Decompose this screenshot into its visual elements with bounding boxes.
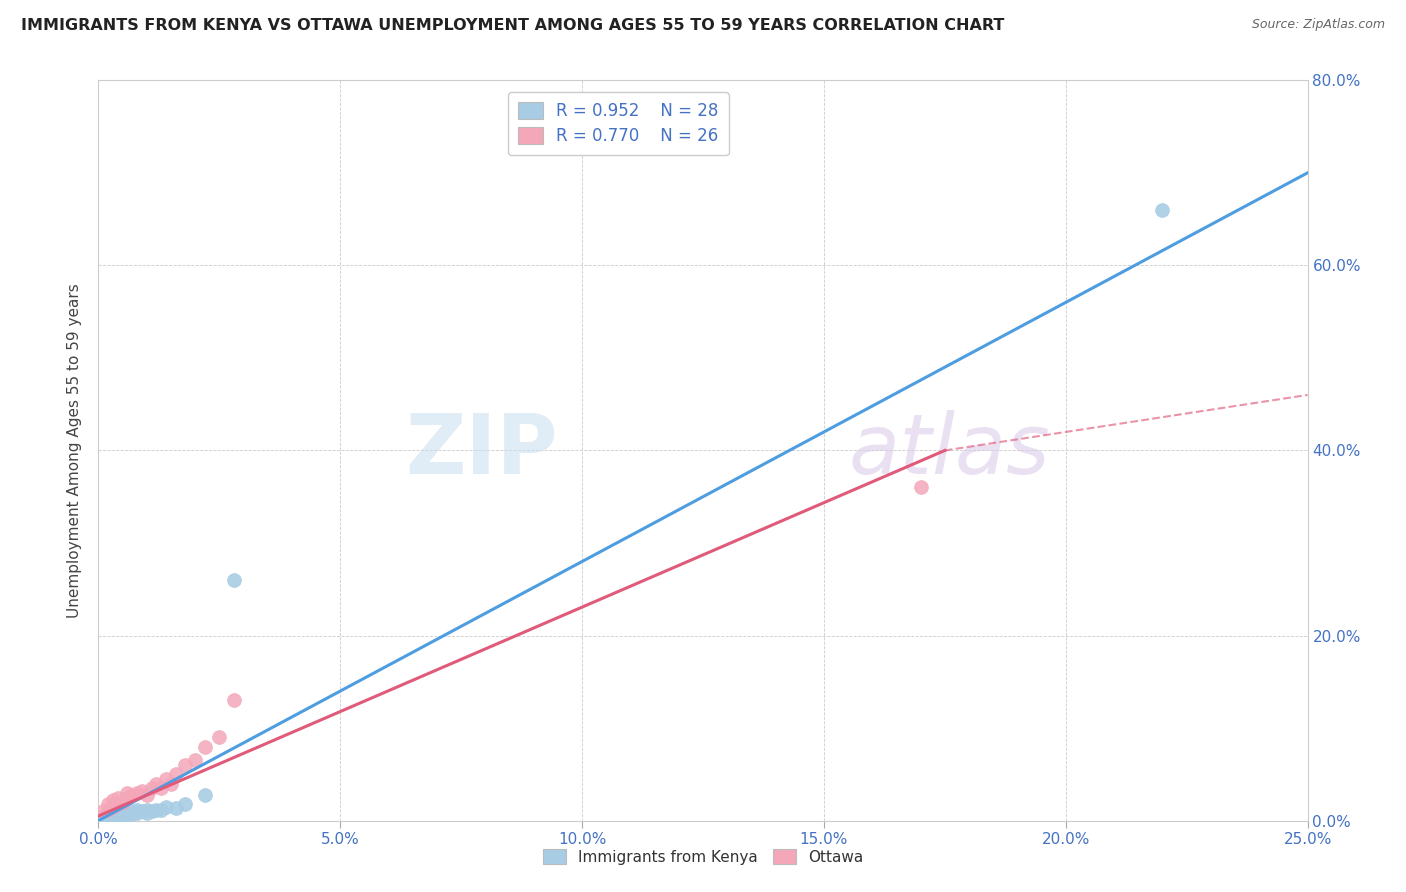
Point — [165, 767, 187, 781]
Point — [97, 809, 120, 823]
Point — [97, 808, 120, 822]
Point — [174, 758, 197, 772]
Point — [165, 800, 187, 814]
Text: ZIP: ZIP — [405, 410, 558, 491]
Point — [1152, 202, 1174, 217]
Point — [97, 803, 120, 817]
Text: atlas: atlas — [848, 410, 1050, 491]
Point — [101, 808, 124, 822]
Point — [174, 797, 197, 811]
Point — [155, 799, 177, 814]
Y-axis label: Unemployment Among Ages 55 to 59 years: Unemployment Among Ages 55 to 59 years — [67, 283, 83, 618]
Point — [101, 809, 124, 823]
Point — [101, 807, 124, 822]
Legend: Immigrants from Kenya, Ottawa: Immigrants from Kenya, Ottawa — [536, 841, 870, 872]
Point — [155, 772, 177, 786]
Point — [111, 808, 134, 822]
Text: IMMIGRANTS FROM KENYA VS OTTAWA UNEMPLOYMENT AMONG AGES 55 TO 59 YEARS CORRELATI: IMMIGRANTS FROM KENYA VS OTTAWA UNEMPLOY… — [21, 18, 1004, 33]
Point — [131, 805, 153, 819]
Point — [101, 799, 124, 814]
Point — [910, 481, 932, 495]
Point — [91, 810, 114, 824]
Point — [131, 784, 153, 798]
Point — [107, 797, 129, 811]
Point — [160, 776, 183, 791]
Point — [107, 807, 129, 822]
Point — [184, 754, 207, 768]
Point — [141, 781, 163, 796]
Point — [208, 731, 231, 745]
Point — [194, 788, 217, 802]
Point — [91, 805, 114, 819]
Point — [127, 803, 149, 817]
Point — [111, 806, 134, 821]
Point — [107, 809, 129, 823]
Point — [127, 786, 149, 800]
Point — [111, 795, 134, 809]
Point — [145, 803, 167, 817]
Point — [101, 793, 124, 807]
Point — [117, 786, 139, 800]
Point — [97, 797, 120, 811]
Point — [107, 790, 129, 805]
Point — [121, 788, 143, 802]
Point — [194, 739, 217, 754]
Point — [121, 807, 143, 822]
Point — [117, 806, 139, 821]
Text: Source: ZipAtlas.com: Source: ZipAtlas.com — [1251, 18, 1385, 31]
Point — [135, 803, 157, 817]
Point — [117, 808, 139, 822]
Point — [135, 806, 157, 821]
Point — [150, 803, 173, 817]
Point — [145, 776, 167, 791]
Point — [121, 805, 143, 819]
Point — [222, 573, 245, 587]
Point — [135, 788, 157, 802]
Point — [141, 805, 163, 819]
Point — [127, 806, 149, 821]
Point — [222, 693, 245, 707]
Point — [117, 790, 139, 805]
Point — [150, 781, 173, 796]
